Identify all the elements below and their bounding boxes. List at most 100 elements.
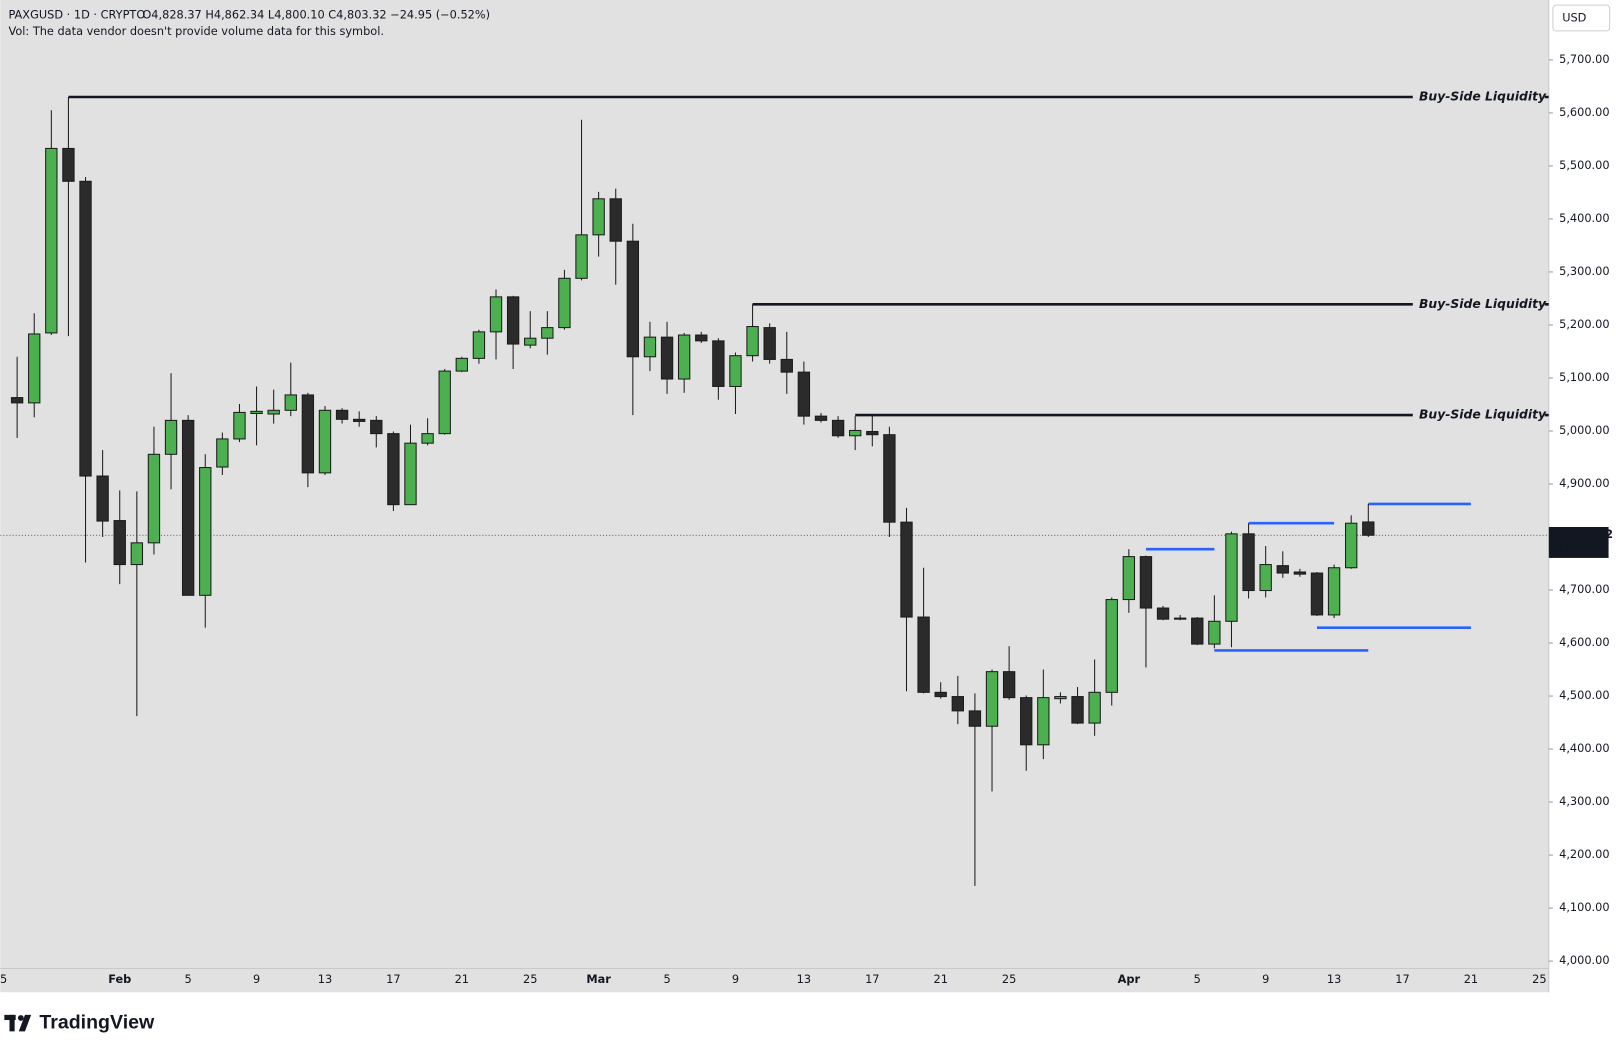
candle-body xyxy=(28,333,41,404)
candle-body xyxy=(1259,564,1272,592)
volume-note: Vol: The data vendor doesn't provide vol… xyxy=(8,24,384,38)
x-tick-label: 9 xyxy=(732,972,739,986)
candle-body xyxy=(1173,617,1187,620)
candle-body xyxy=(1310,572,1324,616)
candle-body xyxy=(1225,533,1238,622)
candle-body xyxy=(900,521,913,618)
candle-body xyxy=(1327,567,1341,616)
x-tick-label: 13 xyxy=(797,972,811,986)
candle-body xyxy=(387,433,400,506)
candle-body xyxy=(455,357,468,372)
candle-body xyxy=(1191,617,1204,645)
candle-body xyxy=(883,434,896,523)
x-tick-label: 9 xyxy=(1262,972,1269,986)
candle-body xyxy=(831,419,845,437)
x-tick-label: 5 xyxy=(1194,972,1201,986)
currency[interactable]: USD xyxy=(1562,11,1586,25)
y-tick-label: 5,600.00 xyxy=(1559,105,1609,119)
candle-body xyxy=(1071,696,1084,724)
candle-body xyxy=(267,409,280,415)
candle-body xyxy=(301,394,315,474)
y-tick-label: 5,500.00 xyxy=(1559,158,1609,172)
candle-body xyxy=(199,467,212,596)
candle-body xyxy=(968,710,982,727)
candle-body xyxy=(592,198,605,236)
y-tick-label: 4,900.00 xyxy=(1559,476,1609,490)
candle-body xyxy=(79,180,92,477)
axes: 4,000.00 4,100.00 4,200.00 4,300.00 4,400.00… xyxy=(0,52,1613,986)
x-tick-label: Mar xyxy=(586,972,611,986)
ohlc: O4,828.37 H4,862.34 L4,800.10 C4,803.32 … xyxy=(142,7,490,21)
candle-body xyxy=(353,418,366,422)
y-tick-label: 4,700.00 xyxy=(1559,582,1609,596)
candle-body xyxy=(421,433,434,444)
candle-body xyxy=(62,147,75,182)
candle-body xyxy=(524,337,537,346)
x-tick-label: 5 xyxy=(663,972,670,986)
level-label: Buy-Side Liquidity xyxy=(1419,90,1547,104)
y-tick-label: 5,700.00 xyxy=(1559,52,1609,66)
x-tick-label: 17 xyxy=(865,972,879,986)
candle-body xyxy=(575,234,588,279)
x-tick-label: Feb xyxy=(108,972,131,986)
countdown: 16:51:24 xyxy=(1557,542,1608,556)
candle-body xyxy=(797,371,811,417)
x-tick-label: Apr xyxy=(1118,972,1141,986)
candle-body xyxy=(1054,696,1067,700)
candle-body xyxy=(780,358,793,373)
candle-body xyxy=(1088,691,1101,724)
candle-body xyxy=(1276,565,1289,574)
y-tick-label: 4,200.00 xyxy=(1559,847,1609,861)
y-tick-label: 4,100.00 xyxy=(1559,900,1609,914)
candle-body xyxy=(1293,571,1307,575)
candle-body xyxy=(1105,599,1118,693)
candle-body xyxy=(643,336,657,358)
y-tick-label: 5,400.00 xyxy=(1559,211,1609,225)
candle-body xyxy=(917,616,930,693)
candle-body xyxy=(404,442,417,506)
candle-body xyxy=(438,370,451,435)
candle-body xyxy=(318,409,332,474)
x-tick-label: 9 xyxy=(253,972,260,986)
candle-body xyxy=(1362,521,1375,536)
candle-body xyxy=(233,411,246,440)
candle-body xyxy=(284,394,297,411)
candle-body xyxy=(746,326,759,357)
level-label: Buy-Side Liquidity xyxy=(1419,297,1547,311)
candle-body xyxy=(130,542,144,566)
y-tick-label: 4,600.00 xyxy=(1559,635,1609,649)
candle-body xyxy=(677,334,691,380)
last-price-label: 4,803.32 xyxy=(1557,527,1613,541)
candle-body xyxy=(695,334,708,342)
x-tick-label: 25 xyxy=(0,972,7,986)
plot-background xyxy=(0,0,1549,993)
candle-body xyxy=(626,240,640,358)
candle-body xyxy=(370,419,383,435)
candle-body xyxy=(216,438,229,468)
candle-body xyxy=(506,296,520,345)
y-tick-label: 4,500.00 xyxy=(1559,688,1609,702)
candle-body xyxy=(96,475,109,522)
x-tick-label: 21 xyxy=(933,972,947,986)
candle-body xyxy=(489,296,503,333)
price-axis xyxy=(1548,0,1616,993)
candle-body xyxy=(934,691,947,698)
candle-body xyxy=(1208,620,1221,645)
candle-body xyxy=(1122,556,1136,601)
y-tick-label: 5,100.00 xyxy=(1559,370,1609,384)
candle-body xyxy=(472,331,486,359)
x-tick-label: 17 xyxy=(386,972,400,986)
candle-body xyxy=(164,419,178,455)
candle-body xyxy=(1345,522,1358,569)
candle-body xyxy=(1002,671,1016,699)
candle-body xyxy=(250,410,263,415)
currency-button[interactable] xyxy=(1552,4,1611,32)
y-tick-label: 4,400.00 xyxy=(1559,741,1609,755)
candle-body xyxy=(1139,556,1153,609)
candle-body xyxy=(763,327,776,360)
candle-body xyxy=(1020,697,1033,746)
x-tick-label: 13 xyxy=(318,972,332,986)
y-tick-label: 5,300.00 xyxy=(1559,264,1609,278)
brand: TradingView xyxy=(39,1011,155,1033)
